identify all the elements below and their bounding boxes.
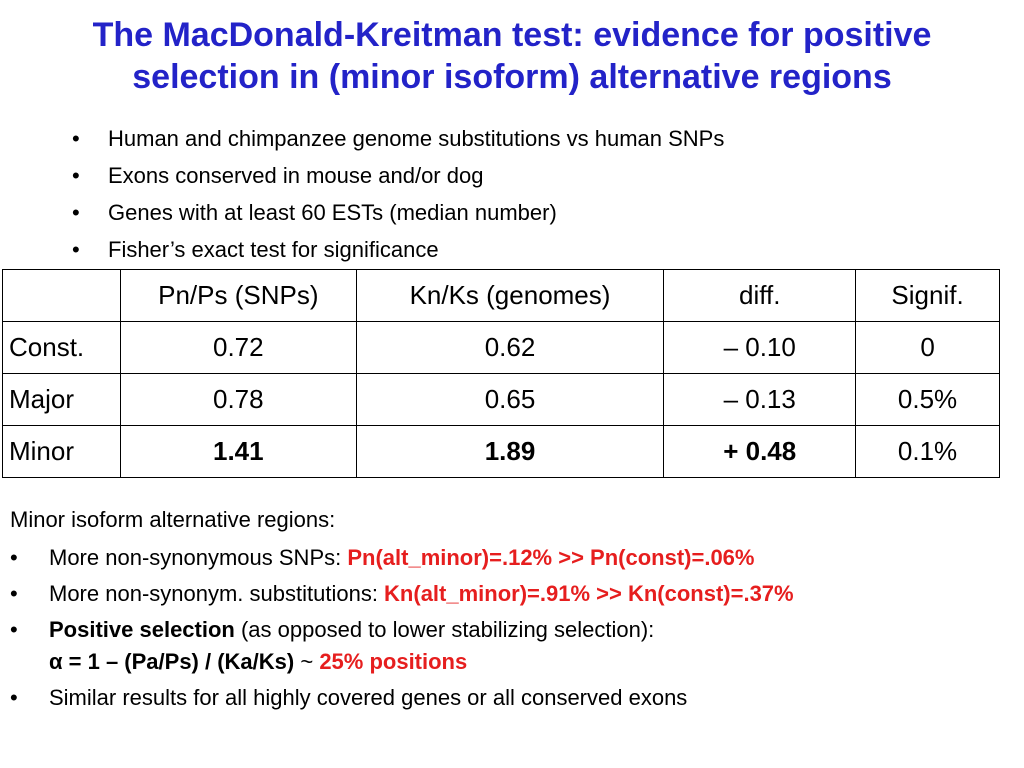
summary-item: • More non-synonym. substitutions: Kn(al…: [10, 578, 1020, 610]
summary-highlight: Kn(alt_minor)=.91% >> Kn(const)=.37%: [384, 581, 794, 606]
header-cell-knks: Kn/Ks (genomes): [355, 269, 665, 322]
table-row: Const. 0.72 0.62 – 0.10 0: [2, 321, 1000, 374]
alpha-formula: α = 1 – (Pa/Ps) / (Ka/Ks): [49, 649, 295, 674]
header-cell-diff: diff.: [663, 269, 857, 322]
bullet-marker: •: [72, 163, 80, 188]
table-cell-bold: + 0.48: [663, 425, 857, 478]
summary-text: (as opposed to lower stabilizing selecti…: [234, 617, 655, 642]
slide-title: The MacDonald-Kreitman test: evidence fo…: [0, 14, 1024, 98]
method-bullet-list: • Human and chimpanzee genome substitutio…: [72, 126, 724, 274]
title-line-1: The MacDonald-Kreitman test: evidence fo…: [92, 16, 932, 54]
table-cell: – 0.13: [663, 373, 857, 426]
summary-text: Similar results for all highly covered g…: [49, 685, 688, 710]
row-label: Minor: [2, 425, 121, 478]
table-cell-bold: 1.41: [119, 425, 357, 478]
summary-text: More non-synonym. substitutions:: [49, 581, 385, 606]
table-cell: 0.65: [355, 373, 665, 426]
summary-bold: Positive selection: [49, 617, 235, 642]
bullet-marker: •: [72, 126, 80, 151]
method-bullet: • Exons conserved in mouse and/or dog: [72, 163, 724, 200]
method-bullet-text: Genes with at least 60 ESTs (median numb…: [108, 200, 557, 225]
summary-item: • Positive selection (as opposed to lowe…: [10, 614, 1020, 678]
table-cell: – 0.10: [663, 321, 857, 374]
table-cell: 0.1%: [855, 425, 1000, 478]
bullet-marker: •: [72, 237, 80, 262]
summary-item: • More non-synonymous SNPs: Pn(alt_minor…: [10, 542, 1020, 574]
summary-lead: Minor isoform alternative regions:: [10, 507, 336, 532]
approx-sign: ~: [294, 649, 320, 674]
row-label: Major: [2, 373, 121, 426]
method-bullet-text: Exons conserved in mouse and/or dog: [108, 163, 484, 188]
method-bullet-text: Human and chimpanzee genome substitution…: [108, 126, 725, 151]
title-line-2: selection in (minor isoform) alternative…: [132, 58, 892, 96]
bullet-marker: •: [10, 545, 18, 570]
method-bullet: • Fisher’s exact test for significance: [72, 237, 724, 274]
summary-text: More non-synonymous SNPs:: [49, 545, 348, 570]
summary-item: • Similar results for all highly covered…: [10, 682, 1020, 714]
table-cell-bold: 1.89: [355, 425, 665, 478]
method-bullet: • Genes with at least 60 ESTs (median num…: [72, 200, 724, 237]
table-row: Major 0.78 0.65 – 0.13 0.5%: [2, 373, 1000, 426]
bullet-marker: •: [10, 581, 18, 606]
header-cell-pnps: Pn/Ps (SNPs): [119, 269, 357, 322]
table-cell: 0.72: [119, 321, 357, 374]
table-cell: 0: [855, 321, 1000, 374]
table-cell: 0.5%: [855, 373, 1000, 426]
table-cell: 0.78: [119, 373, 357, 426]
header-cell-empty: [2, 269, 121, 322]
bullet-marker: •: [10, 685, 18, 710]
bullet-marker: •: [72, 200, 80, 225]
method-bullet-text: Fisher’s exact test for significance: [108, 237, 439, 262]
mk-test-table: Pn/Ps (SNPs) Kn/Ks (genomes) diff. Signi…: [2, 269, 1000, 478]
table-cell: 0.62: [355, 321, 665, 374]
summary-section: Minor isoform alternative regions: • Mor…: [10, 506, 1020, 718]
table-header-row: Pn/Ps (SNPs) Kn/Ks (genomes) diff. Signi…: [2, 269, 1000, 322]
row-label: Const.: [2, 321, 121, 374]
summary-highlight: Pn(alt_minor)=.12% >> Pn(const)=.06%: [347, 545, 755, 570]
table-row: Minor 1.41 1.89 + 0.48 0.1%: [2, 425, 1000, 478]
bullet-marker: •: [10, 617, 18, 642]
header-cell-signif: Signif.: [855, 269, 1000, 322]
method-bullet: • Human and chimpanzee genome substitutio…: [72, 126, 724, 163]
summary-highlight: 25% positions: [319, 649, 468, 674]
